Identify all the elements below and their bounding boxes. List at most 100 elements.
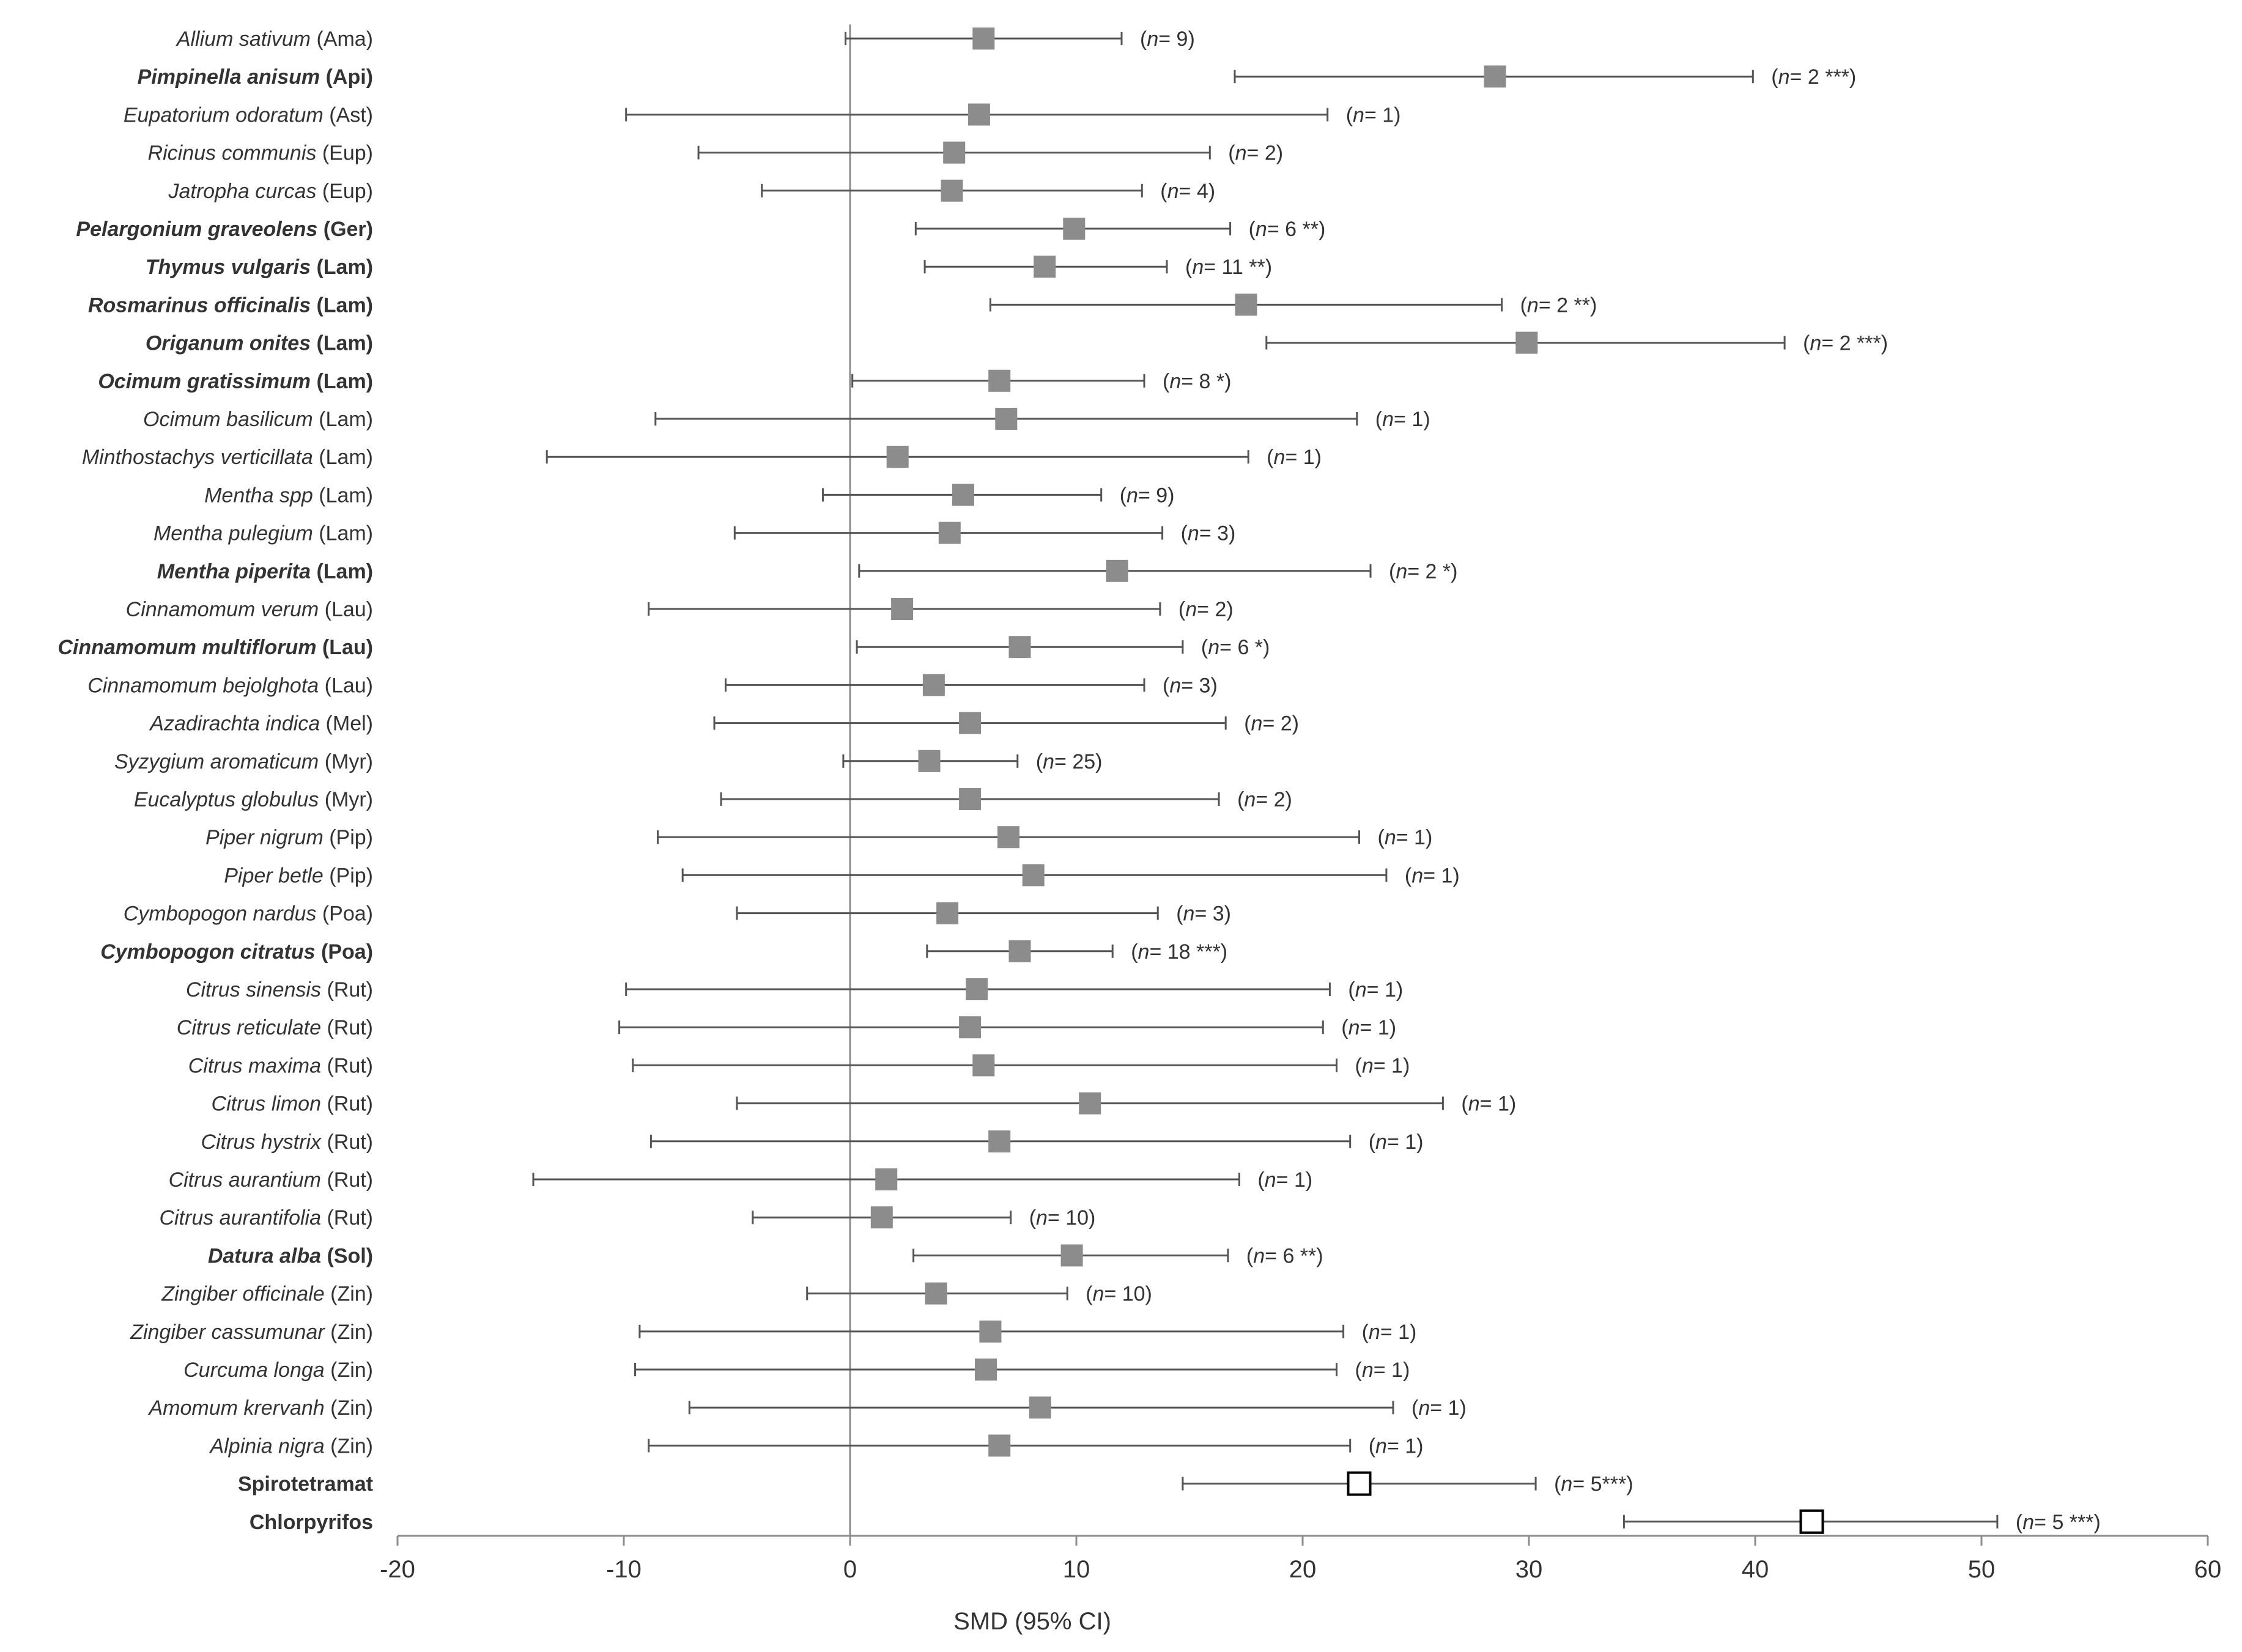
row-note: (n= 1) (1461, 1093, 1516, 1116)
row-note: (n= 5***) (1554, 1473, 1633, 1496)
row-note: (n= 6 **) (1249, 218, 1326, 241)
row-label: Zingiber cassumunar (Zin) (130, 1321, 373, 1344)
row-family: (Ama) (311, 28, 373, 51)
note-paren-open: ( (1554, 1473, 1561, 1496)
forest-row: Mentha piperita (Lam) (n= 2 *) (157, 559, 1457, 583)
row-family: (Sol) (321, 1244, 373, 1267)
row-label: Cinnamomum multiflorum (Lau) (57, 636, 373, 659)
note-paren-open: ( (1228, 142, 1235, 165)
row-note: (n= 2 *) (1389, 560, 1457, 583)
row-label: Minthostachys verticillata (Lam) (82, 446, 373, 469)
row-species: Rosmarinus officinalis (88, 293, 311, 317)
note-n: n (1253, 1244, 1265, 1267)
note-n: n (1349, 1016, 1360, 1039)
row-family: (Lam) (311, 370, 373, 393)
row-family: (Rut) (321, 1206, 373, 1230)
note-value: = 8 *) (1181, 370, 1231, 393)
row-note: (n= 2 ***) (1803, 332, 1888, 355)
note-n: n (1169, 674, 1181, 697)
row-species: Piper nigrum (205, 826, 324, 849)
note-paren-open: ( (1178, 598, 1186, 621)
note-value: = 2) (1247, 142, 1284, 165)
note-paren-open: ( (1163, 674, 1170, 697)
row-family: (Pip) (324, 826, 373, 849)
row-family: (Lam) (313, 484, 373, 507)
row-species: Azadirachta indica (149, 712, 320, 736)
estimate-marker (918, 750, 941, 772)
row-species: Allium sativum (176, 28, 311, 51)
forest-row: Piper nigrum (Pip) (n= 1) (205, 826, 1432, 849)
forest-row: Citrus aurantium (Rut) (n= 1) (169, 1168, 1312, 1192)
row-label: Citrus aurantifolia (Rut) (159, 1206, 373, 1230)
note-value: = 6 **) (1267, 218, 1325, 241)
note-value: = 2 **) (1539, 293, 1597, 317)
estimate-marker (1022, 864, 1045, 887)
forest-row: Rosmarinus officinalis (Lam) (n= 2 **) (88, 293, 1597, 317)
note-paren-open: ( (1348, 978, 1355, 1001)
row-family: (Poa) (316, 902, 373, 926)
row-label: Alpinia nigra (Zin) (209, 1434, 373, 1458)
forest-row: Minthostachys verticillata (Lam) (n= 1) (82, 446, 1322, 469)
note-paren-open: ( (1378, 826, 1385, 849)
forest-row: Citrus limon (Rut) (n= 1) (212, 1092, 1516, 1116)
row-label: Citrus reticulate (Rut) (177, 1016, 373, 1039)
forest-row: Mentha pulegium (Lam) (n= 3) (154, 522, 1235, 545)
note-n: n (1274, 446, 1286, 469)
estimate-marker (886, 446, 909, 468)
row-species: Pelargonium graveolens (76, 218, 317, 241)
note-n: n (1188, 522, 1199, 545)
row-family: (Poa) (316, 940, 373, 964)
note-n: n (1265, 1168, 1276, 1192)
row-note: (n= 10) (1086, 1283, 1152, 1306)
note-value: = 5 ***) (2034, 1511, 2101, 1534)
row-family: (Lam) (313, 408, 373, 431)
row-note: (n= 4) (1160, 180, 1215, 203)
note-paren-open: ( (1246, 1244, 1254, 1267)
note-n: n (1036, 1206, 1048, 1230)
row-family: (Ast) (324, 103, 373, 127)
row-label: Allium sativum (Ama) (176, 28, 373, 51)
estimate-marker (1106, 559, 1128, 582)
forest-row: Alpinia nigra (Zin) (n= 1) (209, 1434, 1423, 1458)
row-note: (n= 2 **) (1520, 293, 1597, 317)
note-value: = 1) (1360, 1016, 1397, 1039)
row-note: (n= 1) (1257, 1168, 1312, 1192)
row-note: (n= 6 *) (1201, 636, 1270, 659)
row-note: (n= 2) (1228, 142, 1283, 165)
row-label: Zingiber officinale (Zin) (161, 1283, 373, 1306)
note-n: n (1183, 902, 1195, 926)
note-paren-open: ( (1244, 712, 1251, 736)
note-paren-open: ( (1185, 256, 1193, 279)
row-label: Ocimum basilicum (Lam) (143, 408, 373, 431)
note-value: = 2) (1197, 598, 1234, 621)
forest-row: Citrus reticulate (Rut) (n= 1) (177, 1016, 1396, 1039)
row-note: (n= 3) (1163, 674, 1218, 697)
note-paren-open: ( (1237, 788, 1245, 811)
note-n: n (1235, 142, 1247, 165)
row-label: Piper betle (Pip) (224, 864, 373, 887)
forest-row: Ocimum basilicum (Lam) (n= 1) (143, 408, 1430, 431)
note-n: n (1468, 1093, 1480, 1116)
note-n: n (1355, 978, 1367, 1001)
note-value: = 1) (1367, 978, 1404, 1001)
row-family: (Rut) (321, 1054, 373, 1077)
note-paren-open: ( (1803, 332, 1810, 355)
row-species: Thymus vulgaris (146, 256, 311, 279)
note-value: = 2 *) (1407, 560, 1457, 583)
estimate-marker (1799, 1509, 1824, 1534)
estimate-marker (1235, 293, 1257, 316)
estimate-marker (922, 674, 945, 696)
estimate-marker (938, 522, 961, 544)
note-n: n (1251, 712, 1263, 736)
estimate-marker (943, 141, 966, 164)
row-family: (Eup) (316, 142, 373, 165)
row-note: (n= 2 ***) (1771, 65, 1856, 89)
note-n: n (1362, 1359, 1374, 1382)
row-species: Eucalyptus globulus (134, 788, 319, 811)
forest-row: Citrus hystrix (Rut) (n= 1) (201, 1130, 1423, 1154)
row-label: Rosmarinus officinalis (Lam) (88, 293, 373, 317)
note-paren-open: ( (1369, 1130, 1376, 1154)
note-n: n (1138, 940, 1150, 964)
forest-row: Cymbopogon citratus (Poa) (n= 18 ***) (100, 940, 1227, 964)
